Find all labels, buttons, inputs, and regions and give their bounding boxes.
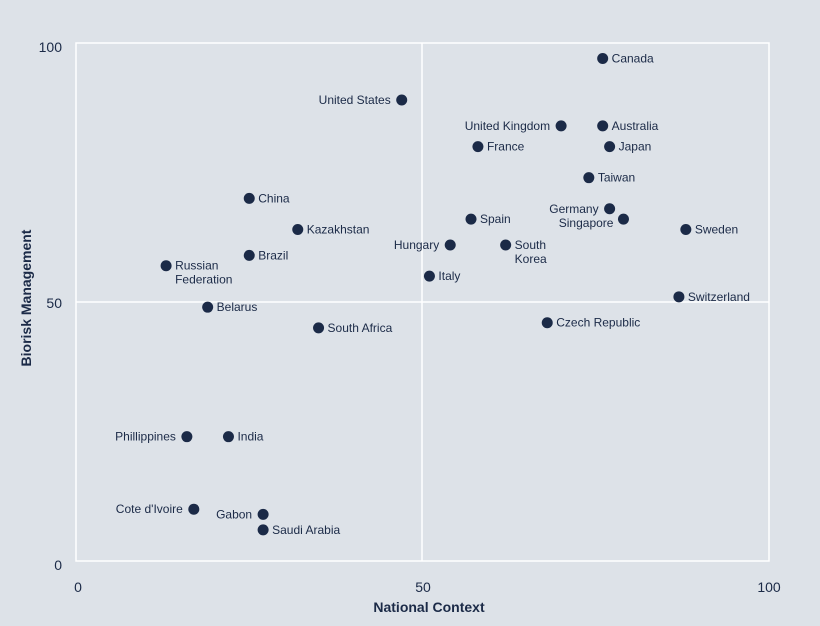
point-label-australia: Australia: [612, 119, 659, 133]
point-south-africa: [313, 322, 325, 334]
x-tick-100: 100: [757, 579, 781, 595]
point-label-canada: Canada: [612, 52, 654, 66]
point-label-brazil: Brazil: [258, 248, 288, 262]
point-japan: [604, 141, 616, 153]
point-label-india: India: [237, 430, 263, 444]
x-axis-title: National Context: [373, 599, 485, 615]
point-switzerland: [673, 291, 685, 303]
point-russian-federation: [160, 260, 172, 272]
x-tick-50: 50: [415, 579, 431, 595]
point-germany: [604, 203, 616, 215]
point-label-russian-federation: Russian Federation: [175, 259, 232, 287]
x-tick-0: 0: [74, 579, 82, 595]
point-gabon: [257, 508, 269, 520]
point-label-hungary: Hungary: [394, 238, 439, 252]
point-label-singapore: Singapore: [559, 216, 614, 230]
point-label-saudi-arabia: Saudi Arabia: [272, 523, 340, 537]
point-label-italy: Italy: [438, 269, 460, 283]
point-united-kingdom: [555, 120, 567, 132]
point-label-japan: Japan: [619, 140, 652, 154]
point-label-spain: Spain: [480, 212, 511, 226]
point-china: [243, 192, 255, 204]
point-label-china: China: [258, 191, 290, 205]
point-brazil: [243, 249, 255, 261]
point-phillippines: [181, 431, 193, 443]
point-spain: [465, 213, 477, 225]
point-south-korea: [500, 239, 512, 251]
point-united-states: [396, 94, 408, 106]
point-label-south-africa: South Africa: [328, 321, 393, 335]
point-label-france: France: [487, 140, 525, 154]
point-label-switzerland: Switzerland: [688, 290, 750, 304]
point-australia: [597, 120, 609, 132]
point-india: [222, 431, 234, 443]
point-sweden: [680, 223, 692, 235]
point-label-germany: Germany: [549, 202, 598, 216]
point-kazakhstan: [292, 223, 304, 235]
point-taiwan: [583, 172, 595, 184]
point-hungary: [444, 239, 456, 251]
data-points: Canada United States United Kingdom Austral…: [115, 52, 750, 537]
point-belarus: [202, 301, 214, 313]
point-italy: [423, 270, 435, 282]
point-label-taiwan: Taiwan: [598, 171, 635, 185]
point-cote-d-ivoire: [188, 503, 200, 515]
point-singapore: [617, 213, 629, 225]
point-label-czech-republic: Czech Republic: [556, 316, 640, 330]
point-label-south-korea: South Korea: [515, 238, 547, 266]
point-france: [472, 141, 484, 153]
point-label-sweden: Sweden: [695, 222, 738, 236]
point-label-gabon: Gabon: [216, 507, 252, 521]
point-canada: [597, 53, 609, 65]
point-label-belarus: Belarus: [217, 300, 258, 314]
point-label-cote-d-ivoire: Cote d'Ivoire: [116, 502, 183, 516]
point-label-united-kingdom: United Kingdom: [465, 119, 550, 133]
y-tick-50: 50: [46, 295, 62, 311]
y-tick-100: 100: [39, 39, 63, 55]
point-label-united-states: United States: [319, 93, 391, 107]
point-saudi-arabia: [257, 524, 269, 536]
y-tick-0: 0: [54, 557, 62, 573]
point-label-kazakhstan: Kazakhstan: [307, 222, 370, 236]
point-label-phillippines: Phillippines: [115, 430, 176, 444]
y-axis-title: Biorisk Management: [18, 229, 34, 366]
point-czech-republic: [541, 317, 553, 329]
